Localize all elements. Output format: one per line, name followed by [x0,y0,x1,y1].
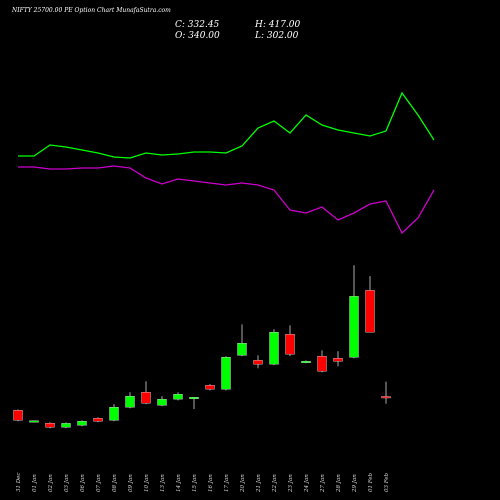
candle-body [61,423,71,428]
x-tick-label: 02 Jan [48,474,54,492]
candle-body [29,420,39,423]
x-tick-label: 24 Jan [304,474,310,493]
close-label: C: 332.45 [175,20,220,30]
x-tick-label: 23 Jan [288,474,294,493]
candle-body [301,361,311,364]
candle-body [285,333,295,355]
candle-body [349,296,359,358]
candle-body [237,343,247,356]
candle-body [45,422,55,428]
x-tick-label: 01 Feb [368,472,374,492]
x-tick-label: 16 Jan [208,474,214,492]
candle-body [205,385,215,390]
candle-body [333,358,343,362]
candle-body [189,397,199,399]
x-tick-label: 27 Jan [320,474,326,493]
candle-body [317,356,327,372]
x-tick-label: 06 Jan [80,474,86,492]
low-label: L: 302.00 [254,31,299,41]
chart-title: NIFTY 25700.00 PE Option Chart MunafaSut… [11,7,171,14]
x-tick-label: 03 Feb [384,472,390,492]
x-tick-label: 08 Jan [112,474,118,492]
candle-body [109,407,119,421]
x-tick-label: 09 Jan [128,474,134,492]
x-tick-label: 14 Jan [176,474,182,492]
candle-body [221,357,231,390]
open-label: O: 340.00 [175,31,220,41]
x-tick-label: 21 Jan [256,474,262,493]
high-label: H: 417.00 [254,20,301,30]
candle-body [381,396,391,399]
candle-body [77,421,87,426]
candle-body [173,393,183,400]
x-tick-label: 17 Jan [224,474,230,492]
candle-body [93,417,103,422]
indicator-line [18,91,435,159]
x-tick-label: 15 Jan [192,474,198,492]
x-tick-label: 29 Jan [352,474,358,493]
x-tick-label: 01 Jan [32,474,38,492]
indicator-line [18,165,435,235]
candle-body [365,290,375,333]
x-tick-label: 22 Jan [272,474,278,493]
x-tick-label: 28 Jan [336,474,342,493]
x-tick-label: 13 Jan [160,474,166,492]
x-tick-label: 07 Jan [96,474,102,492]
x-tick-label: 20 Jan [240,474,246,493]
candle-body [269,332,279,365]
candle-body [253,360,263,365]
candle-body [125,396,135,408]
candle-body [13,410,23,421]
candle-body [157,398,167,406]
candle-body [141,392,151,404]
x-tick-label: 03 Jan [64,474,70,492]
x-tick-label: 31 Dec [16,473,22,493]
x-tick-label: 10 Jan [144,474,150,492]
